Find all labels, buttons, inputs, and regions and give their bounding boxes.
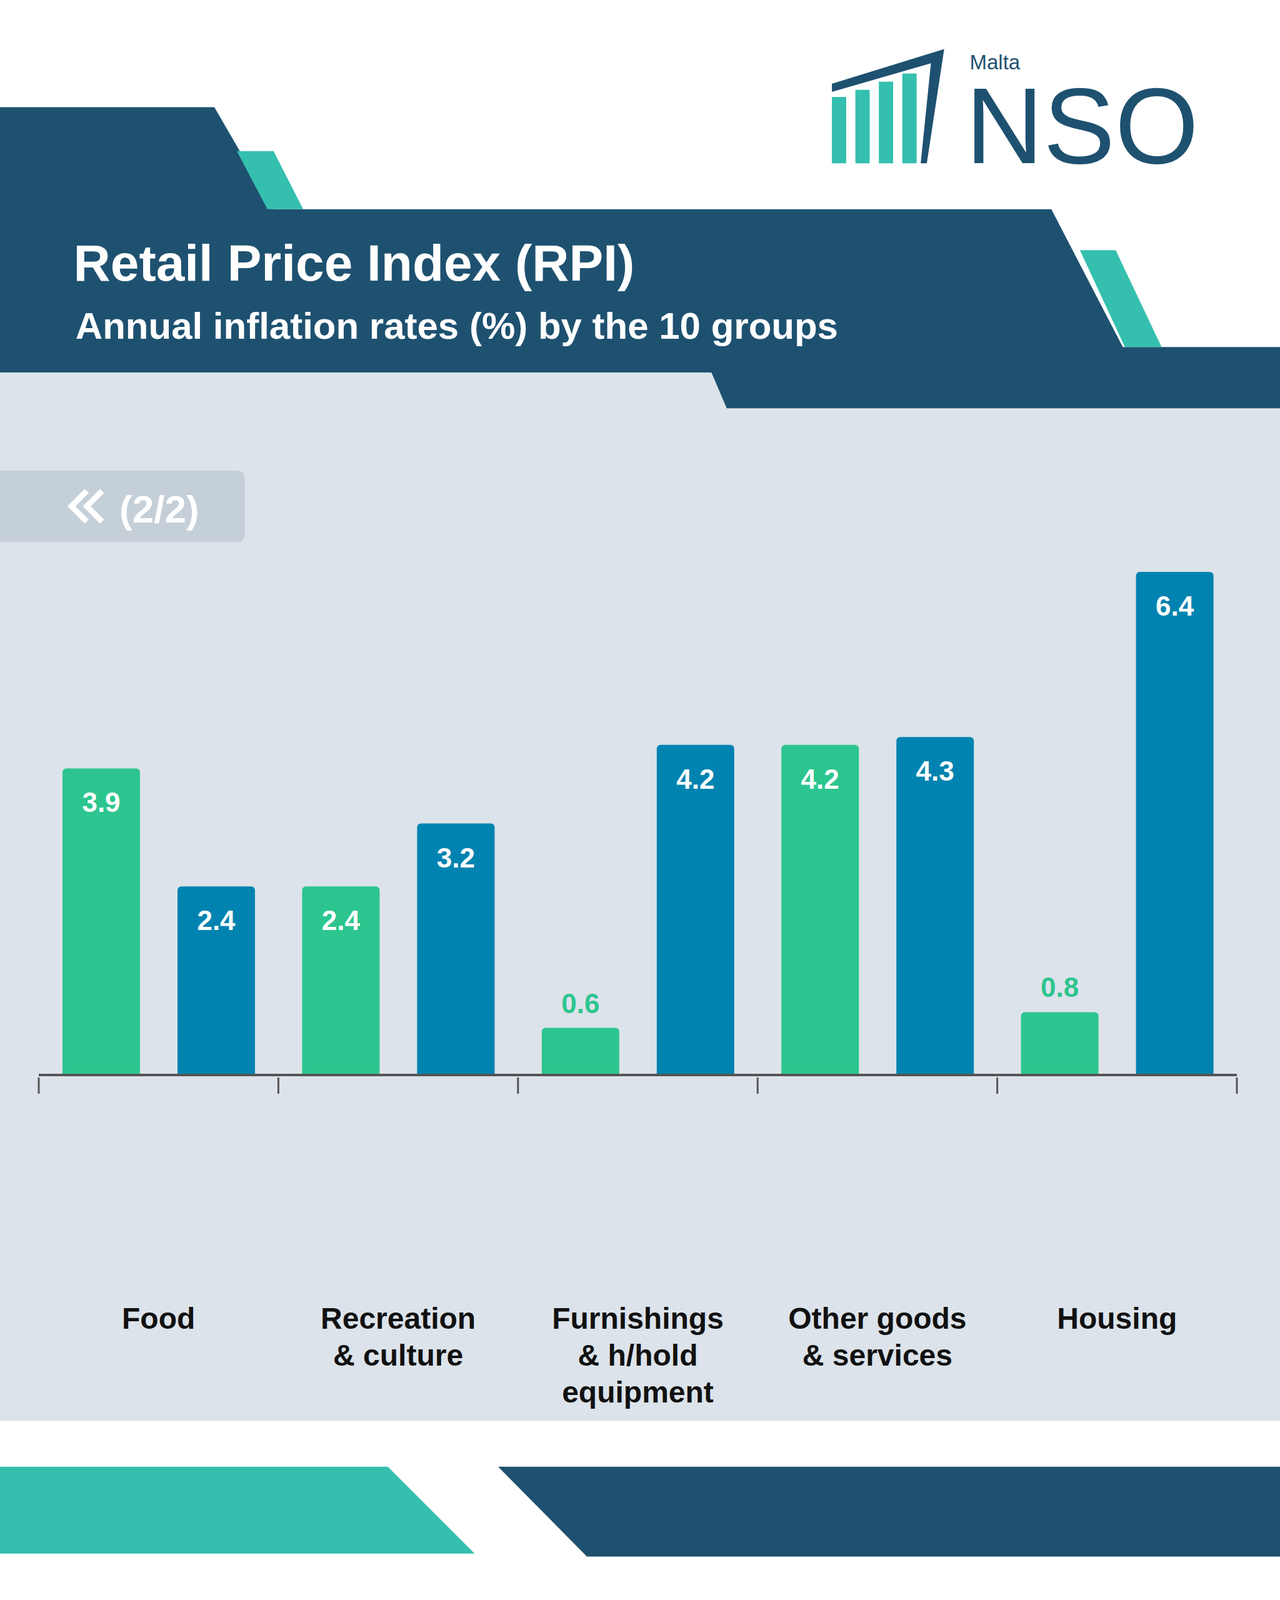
svg-text:Malta: Malta xyxy=(969,50,1021,74)
svg-text:Furnishings: Furnishings xyxy=(551,1301,724,1335)
svg-text:Food: Food xyxy=(121,1301,195,1335)
svg-text:& culture: & culture xyxy=(333,1338,464,1372)
svg-text:Retail Price Index (RPI): Retail Price Index (RPI) xyxy=(73,234,635,292)
svg-text:(2/2): (2/2) xyxy=(119,487,199,531)
svg-text:4.2: 4.2 xyxy=(801,763,840,795)
svg-text:3.2: 3.2 xyxy=(436,842,475,874)
svg-text:6.4: 6.4 xyxy=(1155,590,1195,622)
svg-text:4.3: 4.3 xyxy=(916,755,955,787)
svg-text:& services: & services xyxy=(802,1338,953,1372)
svg-text:Annual inflation rates (%) by: Annual inflation rates (%) by the 10 gro… xyxy=(75,305,839,347)
svg-text:Housing: Housing xyxy=(1056,1301,1177,1335)
svg-text:2.4: 2.4 xyxy=(196,905,236,936)
svg-text:NSO: NSO xyxy=(965,65,1199,186)
svg-text:0.6: 0.6 xyxy=(561,988,600,1019)
svg-text:equipment: equipment xyxy=(561,1375,714,1409)
svg-text:0.8: 0.8 xyxy=(1040,971,1079,1003)
svg-text:Recreation: Recreation xyxy=(320,1301,476,1335)
svg-text:Other goods: Other goods xyxy=(788,1301,967,1335)
svg-text:3.9: 3.9 xyxy=(81,786,120,818)
svg-text:2.4: 2.4 xyxy=(321,905,361,936)
svg-text:& h/hold: & h/hold xyxy=(578,1338,699,1372)
svg-text:4.2: 4.2 xyxy=(676,763,715,795)
